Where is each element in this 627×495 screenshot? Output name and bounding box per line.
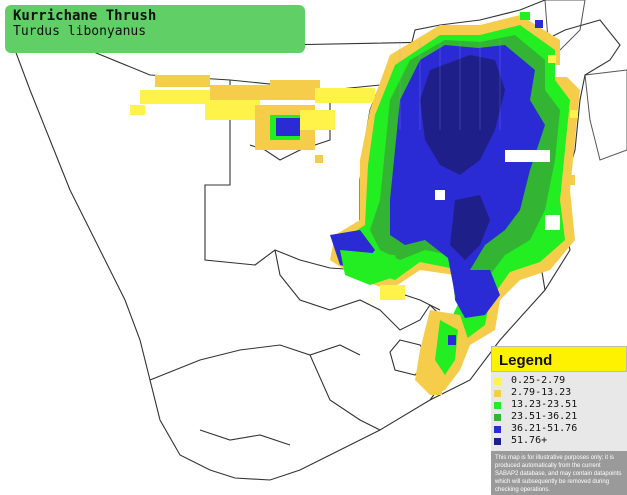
grid-lines xyxy=(399,40,501,130)
species-scientific-name: Turdus libonyanus xyxy=(13,24,147,39)
legend-item: 36.21-51.76 xyxy=(494,423,627,435)
legend-swatch xyxy=(494,425,501,433)
legend-label: 36.21-51.76 xyxy=(511,423,578,434)
legend-label: 51.76+ xyxy=(511,435,548,446)
legend-swatch xyxy=(494,377,501,385)
species-common-name: Kurrichane Thrush xyxy=(13,8,157,24)
legend-label: 23.51-36.21 xyxy=(511,411,578,422)
legend-item: 51.76+ xyxy=(494,435,627,447)
legend-item: 13.23-23.51 xyxy=(494,399,627,411)
legend-panel: Legend 0.25-2.79 2.79-13.23 13.23-23.51 23.… xyxy=(491,346,627,495)
occupancy-cells xyxy=(130,12,580,395)
legend-swatch xyxy=(494,413,501,421)
legend-swatch xyxy=(494,389,501,397)
legend-label: 13.23-23.51 xyxy=(511,399,578,410)
legend-label: 2.79-13.23 xyxy=(511,387,572,398)
legend-item: 2.79-13.23 xyxy=(494,387,627,399)
legend-item: 0.25-2.79 xyxy=(494,375,627,387)
legend-swatch xyxy=(494,437,501,445)
legend-list: 0.25-2.79 2.79-13.23 13.23-23.51 23.51-36.2… xyxy=(491,372,627,447)
legend-title: Legend xyxy=(499,352,553,369)
legend-header: Legend xyxy=(491,346,627,372)
species-title-box: Kurrichane Thrush Turdus libonyanus xyxy=(5,5,305,53)
legend-label: 0.25-2.79 xyxy=(511,375,566,386)
legend-item: 23.51-36.21 xyxy=(494,411,627,423)
legend-disclaimer: This map is for illustrative purposes on… xyxy=(491,451,627,495)
legend-swatch xyxy=(494,401,501,409)
